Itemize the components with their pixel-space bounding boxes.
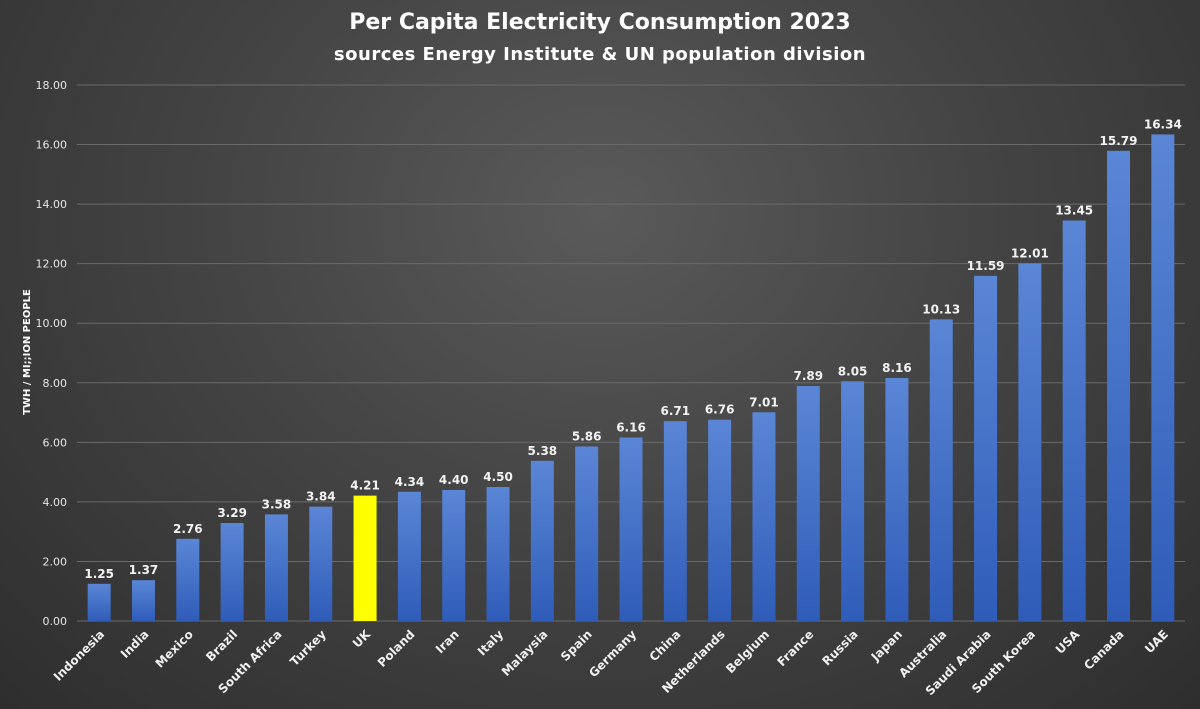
x-tick-label: Italy bbox=[475, 627, 506, 658]
bar-netherlands bbox=[708, 419, 732, 621]
x-tick-label: Malaysia bbox=[499, 627, 551, 679]
bar-uae bbox=[1151, 134, 1175, 622]
data-label: 1.25 bbox=[84, 567, 114, 581]
data-label: 13.45 bbox=[1055, 203, 1093, 217]
bar-mexico bbox=[176, 538, 200, 621]
data-label: 2.76 bbox=[173, 522, 203, 536]
bar-usa bbox=[1062, 220, 1086, 621]
data-label: 12.01 bbox=[1011, 246, 1049, 260]
bar-france bbox=[796, 386, 820, 621]
data-label: 3.58 bbox=[262, 497, 292, 511]
x-tick-label: Indonesia bbox=[51, 627, 107, 683]
chart-title: Per Capita Electricity Consumption 2023 bbox=[349, 10, 851, 35]
x-tick-label: Japan bbox=[868, 627, 905, 664]
bar-russia bbox=[841, 381, 865, 621]
bar-indonesia bbox=[87, 583, 111, 621]
bar-china bbox=[663, 421, 687, 621]
y-tick-label: 12.00 bbox=[36, 258, 68, 271]
x-tick-label: UAE bbox=[1142, 627, 1171, 656]
data-labels: 1.25 1.37 2.76 3.29 3.58 3.84 4.21 4.34 4.40 4.50… bbox=[84, 117, 1181, 580]
x-tick-label: Canada bbox=[1081, 627, 1126, 672]
y-tick-label: 0.00 bbox=[43, 615, 68, 628]
bar-japan bbox=[885, 378, 909, 621]
bars bbox=[87, 134, 1175, 622]
bar-germany bbox=[619, 437, 643, 621]
y-tick-label: 16.00 bbox=[36, 139, 68, 152]
bar-brazil bbox=[220, 523, 244, 621]
x-tick-label: Poland bbox=[375, 627, 418, 670]
chart-subtitle: sources Energy Institute & UN population… bbox=[333, 44, 867, 65]
y-tick-label: 4.00 bbox=[43, 496, 68, 509]
data-label: 16.34 bbox=[1144, 117, 1182, 131]
x-tick-label: Mexico bbox=[153, 627, 196, 670]
bar-spain bbox=[575, 446, 599, 621]
y-axis-label: TWH / MI;;ION PEOPLE bbox=[22, 289, 33, 415]
data-label: 3.29 bbox=[217, 506, 247, 520]
y-tick-label: 10.00 bbox=[36, 317, 68, 330]
y-tick-label: 6.00 bbox=[43, 436, 68, 449]
bar-canada bbox=[1107, 150, 1131, 621]
data-label: 7.89 bbox=[793, 369, 823, 383]
y-axis-ticks: 0.00 2.00 4.00 6.00 8.00 10.00 12.00 14.00 16.00… bbox=[36, 79, 68, 628]
data-label: 6.16 bbox=[616, 421, 646, 435]
x-tick-label: India bbox=[118, 627, 152, 661]
data-label: 15.79 bbox=[1100, 134, 1138, 148]
data-label: 8.16 bbox=[882, 361, 912, 375]
x-tick-label: Iran bbox=[433, 627, 462, 656]
bar-iran bbox=[442, 489, 466, 621]
x-tick-label: Turkey bbox=[287, 627, 329, 669]
bar-poland bbox=[397, 491, 421, 621]
data-label: 4.21 bbox=[350, 479, 380, 493]
bar-australia bbox=[929, 319, 953, 621]
data-label: 10.13 bbox=[922, 302, 960, 316]
data-label: 8.05 bbox=[838, 364, 868, 378]
y-tick-label: 14.00 bbox=[36, 198, 68, 211]
data-label: 4.50 bbox=[483, 470, 513, 484]
bar-uk bbox=[353, 495, 377, 621]
x-tick-label: Brazil bbox=[203, 627, 240, 664]
x-tick-label: France bbox=[775, 627, 817, 669]
bar-italy bbox=[486, 487, 510, 621]
data-label: 7.01 bbox=[749, 395, 779, 409]
data-label: 6.76 bbox=[705, 403, 735, 417]
x-tick-label: USA bbox=[1053, 627, 1083, 657]
data-label: 4.40 bbox=[439, 473, 469, 487]
bar-south-korea bbox=[1018, 263, 1042, 621]
data-label: 6.71 bbox=[661, 404, 691, 418]
bar-malaysia bbox=[530, 460, 554, 621]
x-tick-label: Belgium bbox=[723, 627, 772, 676]
y-tick-label: 18.00 bbox=[36, 79, 68, 92]
data-label: 4.34 bbox=[395, 475, 425, 489]
data-label: 5.38 bbox=[528, 444, 558, 458]
y-tick-label: 8.00 bbox=[43, 377, 68, 390]
data-label: 5.86 bbox=[572, 430, 602, 444]
x-tick-label: Spain bbox=[558, 627, 595, 664]
bar-turkey bbox=[309, 506, 333, 621]
bar-south-africa bbox=[264, 514, 288, 621]
bar-saudi-arabia bbox=[974, 275, 998, 621]
data-label: 3.84 bbox=[306, 490, 336, 504]
data-label: 11.59 bbox=[967, 259, 1005, 273]
x-tick-label: Germany bbox=[586, 627, 639, 680]
x-tick-label: UK bbox=[350, 627, 374, 651]
bar-india bbox=[131, 580, 155, 621]
data-label: 1.37 bbox=[129, 563, 159, 577]
x-tick-label: Russia bbox=[820, 627, 861, 668]
y-tick-label: 2.00 bbox=[43, 555, 68, 568]
x-tick-label: China bbox=[647, 627, 684, 664]
bar-belgium bbox=[752, 412, 776, 621]
